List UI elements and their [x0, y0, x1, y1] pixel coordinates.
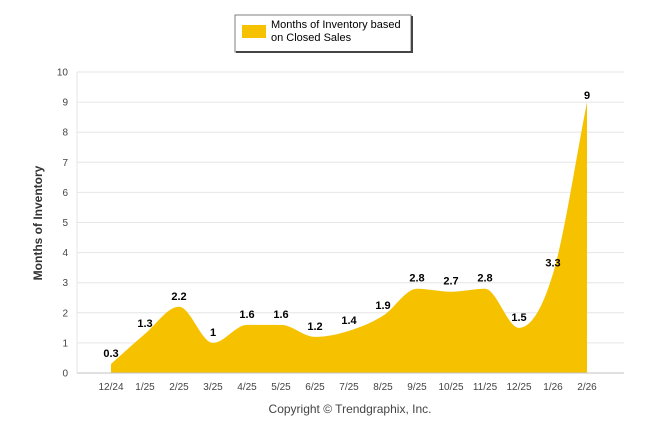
y-axis-title: Months of Inventory [31, 165, 45, 280]
legend-label-line2: on Closed Sales [271, 32, 352, 44]
y-tick-label: 6 [62, 188, 68, 199]
x-tick-label: 1/26 [543, 382, 563, 393]
data-label: 1.6 [273, 309, 288, 321]
x-tick-label: 2/26 [577, 382, 597, 393]
x-tick-label: 10/25 [438, 382, 463, 393]
x-tick-label: 12/24 [98, 382, 123, 393]
y-tick-label: 1 [62, 338, 68, 349]
x-tick-label: 8/25 [373, 382, 393, 393]
y-tick-label: 9 [62, 98, 68, 109]
data-labels: 0.3 1.3 2.2 1 1.6 1.6 1.2 1.4 1.9 2.8 2.7 2.8 1.5 3.3… [103, 90, 590, 360]
data-label: 2.8 [477, 273, 492, 285]
x-tick-label: 11/25 [473, 382, 498, 393]
axes [76, 72, 624, 374]
data-label: 2.8 [409, 273, 424, 285]
y-tick-label: 3 [62, 278, 68, 289]
x-tick-label: 2/25 [169, 382, 189, 393]
y-tick-label: 10 [57, 68, 69, 79]
area-series [111, 102, 587, 373]
x-tick-labels: 12/24 1/25 2/25 3/25 4/25 5/25 6/25 7/25 8/25 9/2… [98, 382, 597, 393]
y-tick-label: 5 [62, 218, 68, 229]
data-label: 9 [584, 90, 590, 102]
x-tick-label: 5/25 [271, 382, 291, 393]
copyright-text: Copyright © Trendgraphix, Inc. [269, 402, 432, 416]
legend-swatch [242, 25, 266, 38]
grid-lines [77, 71, 624, 344]
x-tick-label: 4/25 [237, 382, 257, 393]
y-tick-label: 8 [62, 128, 68, 139]
x-tick-label: 9/25 [407, 382, 427, 393]
legend: Months of Inventory based on Closed Sale… [234, 14, 413, 53]
data-label: 2.7 [443, 276, 458, 288]
x-tick-label: 6/25 [305, 382, 325, 393]
y-tick-label: 4 [62, 248, 68, 259]
data-label: 2.2 [171, 291, 186, 303]
data-label: 0.3 [103, 348, 118, 360]
data-label: 3.3 [545, 258, 560, 270]
y-tick-label: 2 [62, 308, 68, 319]
x-tick-label: 3/25 [203, 382, 223, 393]
y-tick-label: 0 [62, 369, 68, 380]
data-label: 1.3 [137, 318, 152, 330]
data-label: 1.5 [511, 312, 526, 324]
y-tick-label: 7 [62, 158, 68, 169]
data-label: 1.2 [307, 321, 322, 333]
x-tick-label: 7/25 [339, 382, 359, 393]
data-label: 1.4 [341, 315, 357, 327]
area-fill [111, 102, 587, 373]
data-label: 1 [210, 327, 216, 339]
x-tick-label: 1/25 [135, 382, 155, 393]
x-tick-label: 12/25 [506, 382, 531, 393]
data-label: 1.6 [239, 309, 254, 321]
data-label: 1.9 [375, 300, 390, 312]
y-tick-labels: 0 1 2 3 4 5 6 7 8 9 10 [57, 68, 69, 380]
legend-label-line1: Months of Inventory based [271, 19, 401, 31]
